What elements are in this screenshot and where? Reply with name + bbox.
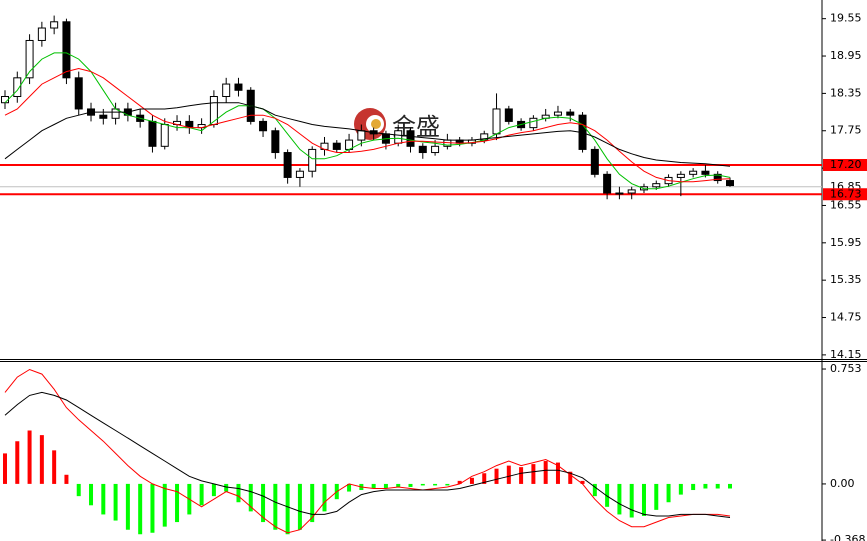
candle-body <box>271 130 280 154</box>
candle-body <box>406 130 415 147</box>
candle <box>431 140 440 156</box>
candle-body <box>222 83 231 98</box>
candle-body <box>50 21 59 29</box>
candle <box>234 77 243 97</box>
y-tick-label: 15.95 <box>830 236 862 249</box>
y-tick-label: -0.368 <box>830 533 865 541</box>
candle-body <box>726 180 734 187</box>
candle <box>283 149 292 184</box>
candle-body <box>504 108 513 122</box>
y-tick-label: 18.95 <box>830 49 862 62</box>
macd-line <box>4 368 731 534</box>
candle-body <box>566 111 575 116</box>
candle-body <box>529 117 538 129</box>
price-label: 17.20 <box>830 158 862 171</box>
candle-body <box>74 77 83 110</box>
candle-body <box>431 145 440 154</box>
price-label-box <box>823 158 867 171</box>
y-tick-label: 15.35 <box>830 273 862 286</box>
y-tick-label: 14.75 <box>830 311 862 324</box>
candle <box>529 115 538 131</box>
candle-body <box>308 148 317 172</box>
candle-body <box>99 114 108 119</box>
y-tick-label: 16.55 <box>830 198 862 211</box>
candle <box>99 108 108 125</box>
candle-body <box>25 39 34 79</box>
candle-body <box>357 130 366 141</box>
candle <box>271 127 280 159</box>
candle-body <box>394 130 403 144</box>
candle-body <box>492 108 501 135</box>
moving-average <box>4 67 731 183</box>
candle-body <box>283 152 292 178</box>
y-tick-label: 17.75 <box>830 124 862 137</box>
candle <box>74 71 83 116</box>
candle <box>259 118 268 137</box>
candle-body <box>148 120 157 147</box>
candle <box>689 168 698 178</box>
candle <box>62 18 71 85</box>
candle <box>676 171 685 197</box>
moving-average <box>4 102 731 167</box>
price-label: 16.73 <box>830 187 862 200</box>
moving-average <box>4 52 731 190</box>
candle <box>37 21 46 47</box>
candle-body <box>701 170 710 175</box>
candle <box>615 186 624 200</box>
candle <box>308 146 317 178</box>
candle <box>50 15 59 35</box>
candle <box>627 186 636 200</box>
candle-body <box>553 111 562 116</box>
candle <box>25 34 34 85</box>
candle-body <box>160 124 169 147</box>
candle-body <box>689 170 698 175</box>
candle-body <box>676 173 685 178</box>
candle-body <box>37 27 46 41</box>
candle-body <box>332 142 341 150</box>
candle-body <box>13 77 22 98</box>
candle-body <box>603 173 612 194</box>
candle-body <box>418 145 427 154</box>
candle <box>590 146 599 178</box>
y-tick-label: 18.35 <box>830 86 862 99</box>
candle-body <box>713 173 722 182</box>
candle <box>713 171 722 184</box>
y-tick-label: 0.753 <box>830 362 862 375</box>
candle-body <box>295 170 304 178</box>
candle <box>332 140 341 153</box>
candle-body <box>652 183 661 188</box>
y-tick-label: 0.00 <box>830 477 855 490</box>
candle-body <box>259 120 268 132</box>
candle-body <box>627 189 636 194</box>
candle <box>295 168 304 187</box>
candle <box>566 108 575 122</box>
candle-body <box>62 21 71 79</box>
candle <box>418 143 427 159</box>
macd-line <box>4 391 731 518</box>
candle <box>222 77 231 103</box>
candle-body <box>209 96 218 126</box>
candle <box>603 171 612 200</box>
candle <box>553 105 562 119</box>
price-label-box <box>823 188 867 201</box>
candle-body <box>615 192 624 195</box>
candle <box>504 105 513 125</box>
candle-body <box>234 83 243 91</box>
y-tick-label: 14.15 <box>830 348 862 361</box>
y-tick-label: 19.55 <box>830 12 862 25</box>
candle-body <box>590 148 599 175</box>
candle <box>13 71 22 103</box>
